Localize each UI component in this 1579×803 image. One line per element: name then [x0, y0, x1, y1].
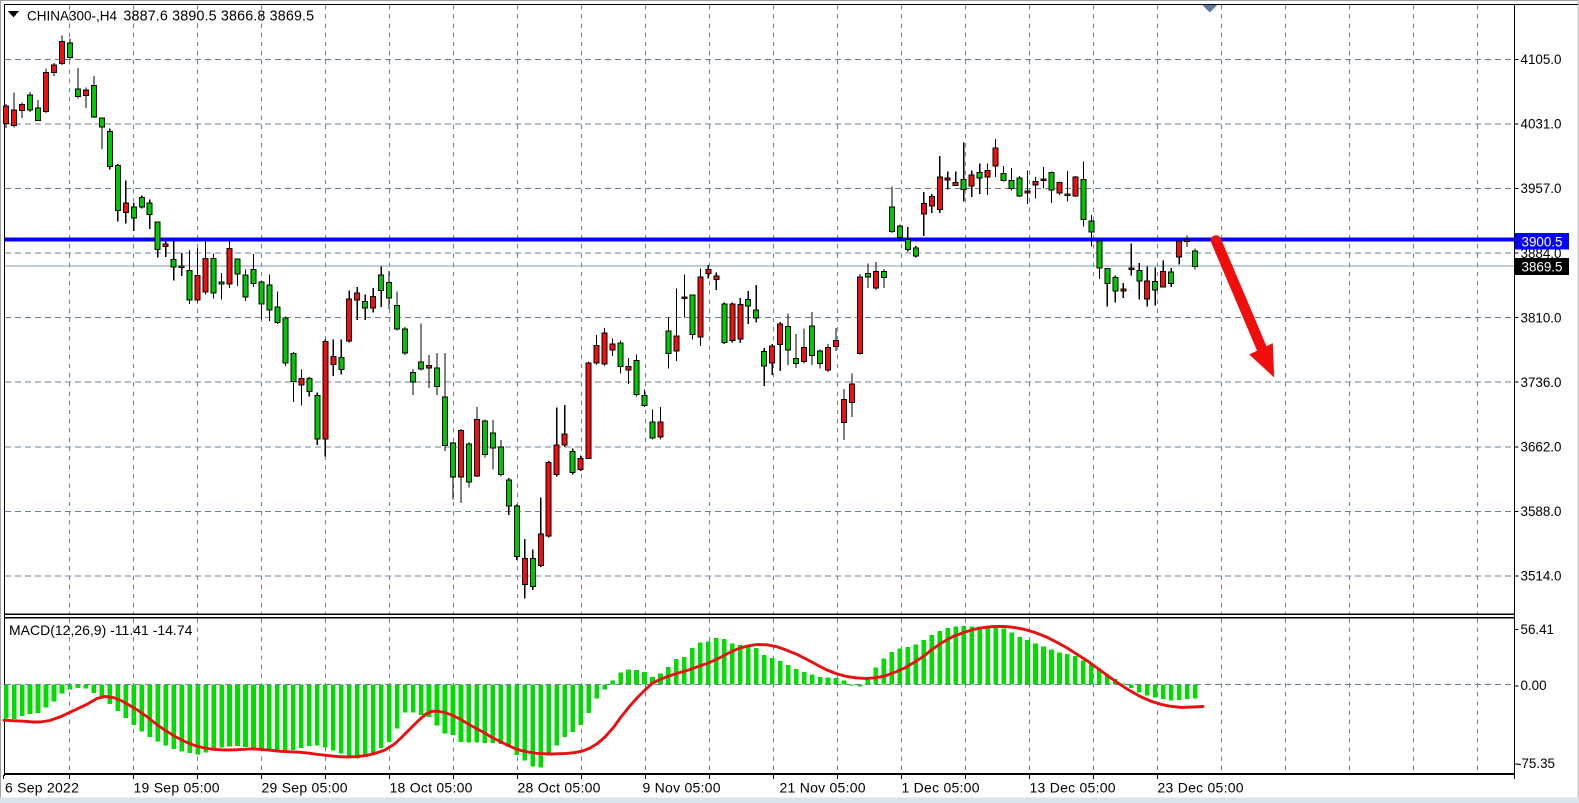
svg-text:3957.0: 3957.0: [1521, 181, 1562, 196]
svg-text:3588.0: 3588.0: [1521, 504, 1562, 519]
svg-text:3900.5: 3900.5: [1522, 234, 1563, 249]
svg-text:28 Oct 05:00: 28 Oct 05:00: [518, 780, 601, 796]
svg-text:56.41: 56.41: [1521, 622, 1555, 637]
svg-text:6 Sep 2022: 6 Sep 2022: [5, 780, 79, 796]
svg-text:3514.0: 3514.0: [1521, 569, 1562, 584]
svg-text:0.00: 0.00: [1521, 678, 1547, 693]
svg-text:MACD(12,26,9) -11.41 -14.74: MACD(12,26,9) -11.41 -14.74: [9, 622, 193, 638]
svg-text:3810.0: 3810.0: [1521, 310, 1562, 325]
svg-text:-75.35: -75.35: [1517, 756, 1555, 771]
svg-text:1 Dec 05:00: 1 Dec 05:00: [902, 780, 980, 796]
svg-text:4031.0: 4031.0: [1521, 117, 1562, 132]
svg-text:29 Sep 05:00: 29 Sep 05:00: [262, 780, 348, 796]
svg-text:18 Oct 05:00: 18 Oct 05:00: [390, 780, 473, 796]
svg-text:9 Nov 05:00: 9 Nov 05:00: [643, 780, 721, 796]
svg-text:3869.5: 3869.5: [1522, 259, 1563, 274]
svg-text:3887.6 3890.5 3866.8 3869.5: 3887.6 3890.5 3866.8 3869.5: [123, 9, 314, 25]
svg-text:13 Dec 05:00: 13 Dec 05:00: [1030, 780, 1116, 796]
svg-text:23 Dec 05:00: 23 Dec 05:00: [1158, 780, 1244, 796]
svg-text:3736.0: 3736.0: [1521, 375, 1562, 390]
svg-text:CHINA300-,H4: CHINA300-,H4: [27, 9, 118, 24]
svg-text:3662.0: 3662.0: [1521, 439, 1562, 454]
svg-text:19 Sep 05:00: 19 Sep 05:00: [134, 780, 220, 796]
svg-text:21 Nov 05:00: 21 Nov 05:00: [780, 780, 866, 796]
svg-text:4105.0: 4105.0: [1521, 52, 1562, 67]
